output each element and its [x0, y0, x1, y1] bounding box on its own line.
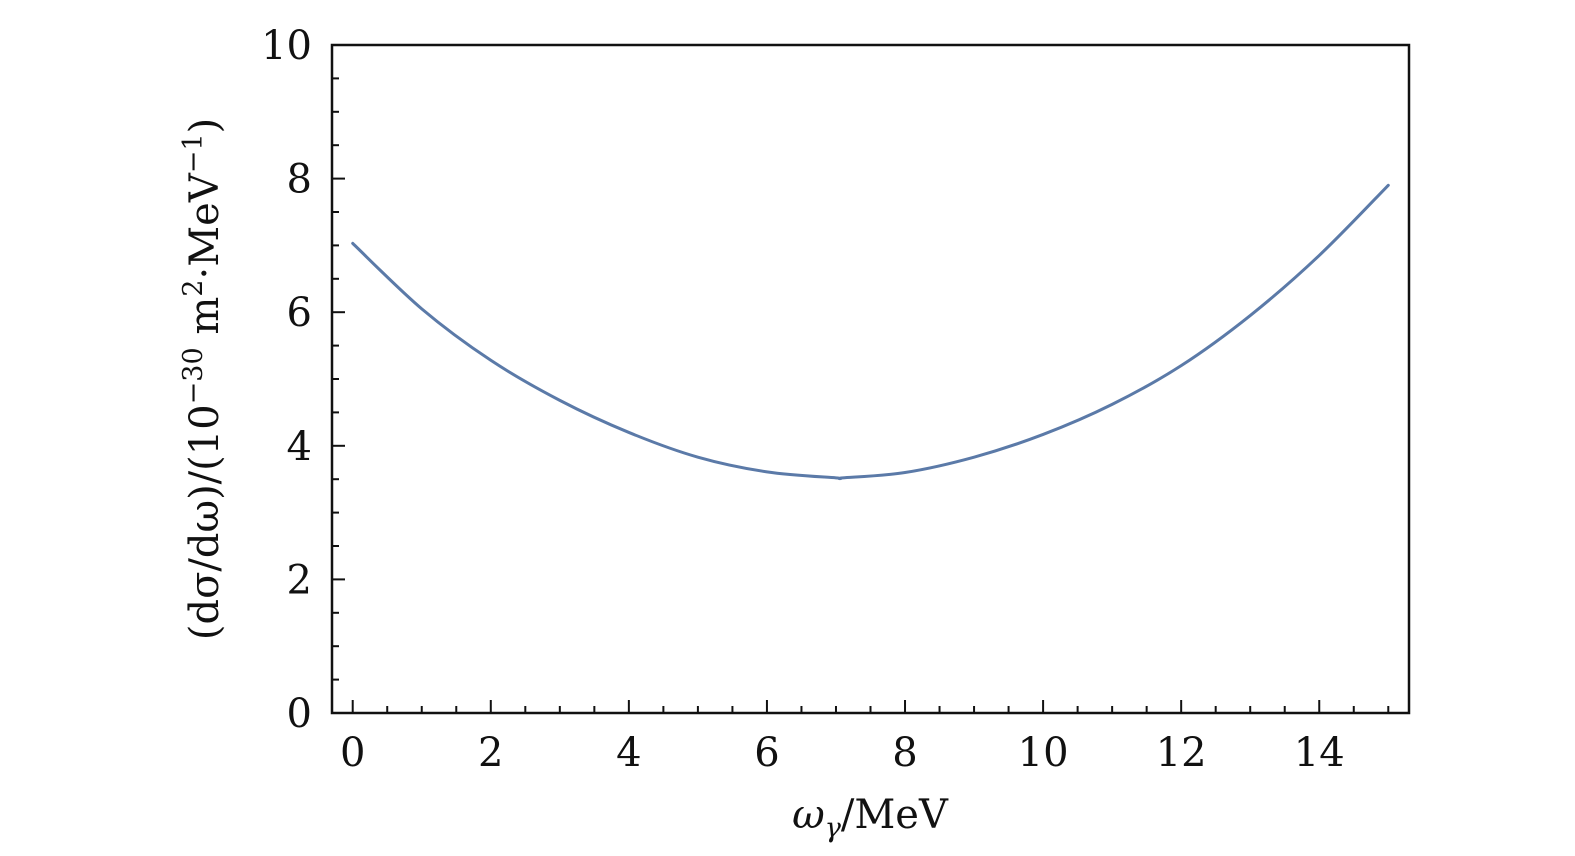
- x-axis-label-subscript: γ: [825, 813, 842, 844]
- y-axis-label-part-b: m: [182, 297, 228, 348]
- y-tick-label: 0: [287, 691, 312, 737]
- y-axis-label-exponent-3: −1: [178, 133, 209, 173]
- x-tick-label: 6: [754, 730, 779, 776]
- y-axis-tick-labels: 0 2 4 6 8 10: [261, 23, 312, 737]
- y-tick-label: 10: [261, 23, 312, 69]
- x-axis-label-unit: /MeV: [841, 792, 949, 838]
- y-tick-label: 8: [287, 157, 312, 203]
- y-axis-label-exponent-2: 2: [178, 280, 209, 297]
- x-tick-label: 4: [616, 730, 641, 776]
- series-line: [351, 183, 1390, 481]
- y-axis-label-part-d: ): [182, 118, 228, 134]
- plot-frame: [330, 43, 1411, 715]
- y-tick-label: 6: [287, 290, 312, 336]
- x-tick-label: 14: [1294, 730, 1345, 776]
- x-tick-label: 12: [1156, 730, 1207, 776]
- y-tick-label: 2: [287, 557, 312, 603]
- x-axis-label: ωγ/MeV: [792, 792, 949, 844]
- y-axis-label-exponent-1: −30: [178, 347, 209, 404]
- x-tick-label: 10: [1018, 730, 1069, 776]
- y-axis-label-part-c: ·MeV: [182, 172, 228, 279]
- x-axis-label-symbol: ω: [792, 792, 825, 838]
- x-tick-label: 0: [340, 730, 365, 776]
- y-tick-label: 4: [287, 424, 312, 470]
- y-axis-label: (dσ/dω)/(10−30 m2·MeV−1): [178, 118, 228, 640]
- x-tick-label: 8: [892, 730, 917, 776]
- x-tick-label: 2: [478, 730, 503, 776]
- y-axis-label-part-a: (dσ/dω)/(10: [182, 404, 228, 640]
- y-axis-ticks: [332, 44, 345, 714]
- x-axis-ticks: [351, 700, 1390, 713]
- x-axis-tick-labels: 0 2 4 6 8 10 12 14: [340, 730, 1345, 776]
